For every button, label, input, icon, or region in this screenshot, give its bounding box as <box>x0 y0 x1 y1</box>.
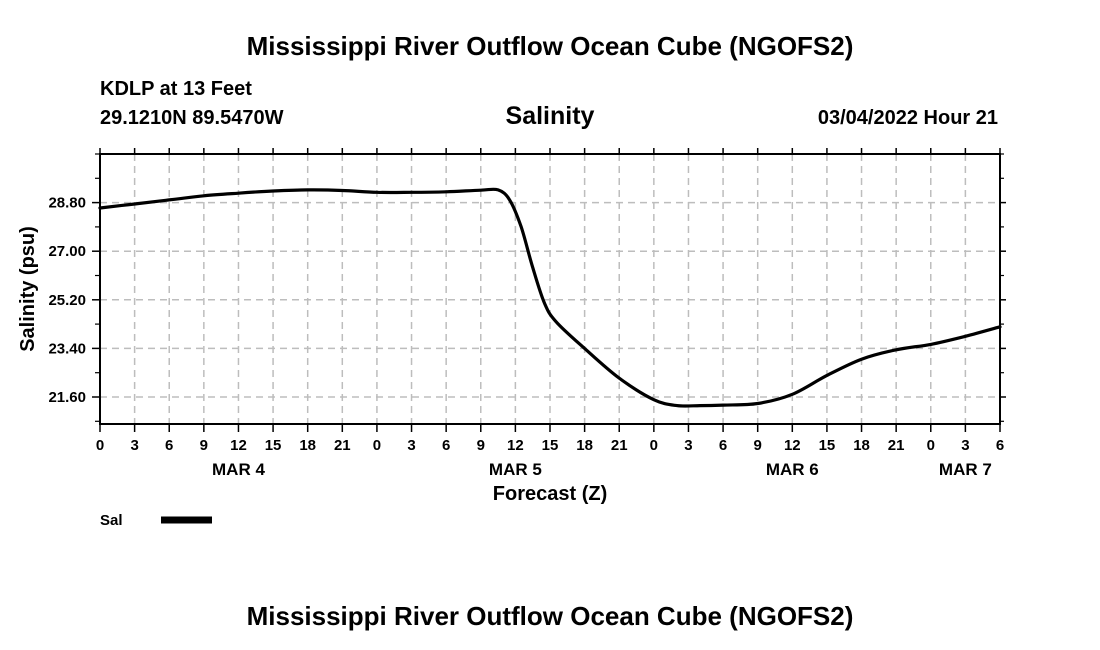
x-tick-label: 12 <box>784 437 801 454</box>
x-tick-label: 9 <box>477 437 485 454</box>
x-tick-label: 3 <box>684 437 692 454</box>
plot-frame <box>99 153 1001 425</box>
x-tick-label: 18 <box>853 437 870 454</box>
day-label: MAR 5 <box>489 460 542 479</box>
x-tick-label: 18 <box>299 437 316 454</box>
station-label: KDLP at 13 Feet <box>100 78 252 100</box>
x-tick-label: 12 <box>230 437 247 454</box>
x-tick-label: 3 <box>407 437 415 454</box>
x-tick-label: 6 <box>719 437 727 454</box>
footer-title: Mississippi River Outflow Ocean Cube (NG… <box>247 601 854 631</box>
x-tick-label: 0 <box>927 437 935 454</box>
x-tick-label: 21 <box>334 437 351 454</box>
x-tick-label: 0 <box>373 437 381 454</box>
datetime-label: 03/04/2022 Hour 21 <box>818 107 998 129</box>
x-tick-label: 3 <box>130 437 138 454</box>
x-tick-label: 0 <box>650 437 658 454</box>
series-line-sal <box>98 187 1002 408</box>
grid-lines <box>100 154 1000 424</box>
y-axis-title: Salinity (psu) <box>17 226 39 352</box>
x-tick-label: 6 <box>442 437 450 454</box>
chart-title: Mississippi River Outflow Ocean Cube (NG… <box>247 31 854 61</box>
day-label: MAR 4 <box>212 460 265 479</box>
x-tick-label: 9 <box>200 437 208 454</box>
coordinates-label: 29.1210N 89.5470W <box>100 107 284 129</box>
x-tick-label: 6 <box>996 437 1004 454</box>
x-tick-label: 12 <box>507 437 524 454</box>
y-tick-label: 21.60 <box>48 389 86 406</box>
y-tick-label: 23.40 <box>48 340 86 357</box>
x-tick-label: 15 <box>542 437 559 454</box>
x-tick-label: 21 <box>611 437 628 454</box>
series-layer <box>98 187 1002 408</box>
x-tick-label: 0 <box>96 437 104 454</box>
x-tick-label: 6 <box>165 437 173 454</box>
axis-ticks <box>92 148 1006 432</box>
legend-label: Sal <box>100 512 123 529</box>
y-tick-label: 25.20 <box>48 292 86 309</box>
x-tick-label: 15 <box>265 437 282 454</box>
y-tick-label: 28.80 <box>48 195 86 212</box>
x-tick-label: 9 <box>754 437 762 454</box>
y-tick-label: 27.00 <box>48 243 86 260</box>
day-label: MAR 6 <box>766 460 819 479</box>
x-tick-label: 15 <box>819 437 836 454</box>
variable-title: Salinity <box>506 102 595 130</box>
tick-labels: 0 3 6 9 12 15 18 21 0 3 6 9 12 15 18 21 0 3 6 9 12 15 18 21 0 3 6 2… <box>48 195 1004 479</box>
x-axis-title: Forecast (Z) <box>493 483 607 505</box>
x-tick-label: 18 <box>576 437 593 454</box>
x-tick-label: 21 <box>888 437 905 454</box>
day-label: MAR 7 <box>939 460 992 479</box>
x-tick-label: 3 <box>961 437 969 454</box>
